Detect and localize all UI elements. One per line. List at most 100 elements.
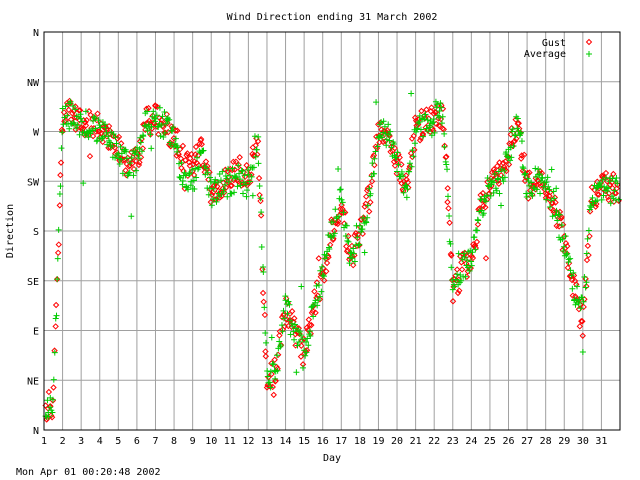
x-tick-label: 11 — [224, 436, 236, 447]
average-point — [219, 168, 226, 175]
gust-point — [456, 287, 463, 294]
average-point — [245, 166, 252, 173]
average-point — [551, 195, 558, 202]
average-point — [581, 273, 588, 280]
average-point — [255, 133, 262, 140]
average-point — [213, 198, 220, 205]
average-point — [330, 219, 337, 226]
average-point — [207, 178, 214, 185]
y-tick-label: SW — [27, 177, 40, 188]
average-point — [169, 127, 176, 134]
gust-point — [428, 104, 435, 111]
average-point — [442, 158, 449, 165]
average-point — [220, 188, 227, 195]
gust-point — [511, 137, 518, 145]
average-point — [504, 153, 511, 160]
average-point — [74, 122, 81, 129]
average-point — [560, 243, 567, 250]
average-point — [298, 332, 305, 339]
average-point — [607, 200, 614, 207]
average-point — [331, 230, 338, 237]
x-tick-label: 22 — [428, 436, 440, 447]
average-point — [191, 186, 198, 193]
gust-point — [52, 301, 60, 309]
gust-point — [308, 321, 315, 329]
average-point — [402, 182, 409, 189]
average-point — [316, 293, 323, 300]
average-point — [170, 124, 177, 131]
average-point — [431, 129, 438, 136]
average-point — [223, 175, 230, 182]
gust-point — [447, 250, 455, 258]
gust-point — [398, 161, 405, 168]
gust-point — [474, 221, 482, 228]
gust-point — [579, 332, 586, 339]
average-point — [238, 167, 245, 174]
average-point — [133, 167, 140, 174]
average-point — [471, 234, 478, 241]
gust-point — [222, 184, 230, 191]
average-point — [303, 349, 310, 356]
gust-point — [586, 208, 594, 215]
gust-point — [443, 153, 450, 160]
gust-point — [209, 189, 217, 196]
gust-point — [230, 158, 237, 166]
gust-point — [583, 283, 590, 290]
average-point — [386, 137, 393, 144]
gust-point — [543, 191, 550, 198]
average-point — [251, 133, 258, 140]
average-point — [601, 183, 608, 190]
average-point — [445, 193, 452, 200]
gust-point — [257, 212, 265, 219]
gust-point — [526, 169, 533, 176]
average-point — [474, 227, 481, 234]
average-point — [387, 128, 394, 135]
average-point — [468, 258, 475, 265]
average-point — [570, 269, 577, 276]
x-tick-label: 12 — [242, 436, 254, 447]
gust-point — [57, 171, 64, 179]
average-point — [303, 338, 310, 345]
gust-point — [83, 116, 90, 124]
legend-gust-marker — [585, 38, 593, 46]
average-point — [224, 193, 231, 200]
average-point — [510, 142, 517, 149]
average-point — [186, 170, 193, 177]
gust-point — [145, 104, 152, 112]
gust-point — [218, 192, 225, 200]
average-point — [550, 188, 557, 195]
average-point — [241, 172, 248, 179]
gust-point — [583, 256, 591, 264]
average-point — [594, 184, 601, 191]
average-point — [318, 288, 325, 295]
average-point — [67, 120, 74, 127]
average-point — [222, 172, 229, 179]
average-point — [347, 249, 354, 256]
average-point — [490, 189, 497, 196]
average-point — [128, 213, 135, 220]
average-point — [190, 177, 197, 184]
average-point — [528, 179, 535, 186]
gust-point — [150, 120, 158, 127]
average-point — [295, 339, 302, 346]
gust-point — [142, 126, 149, 134]
gust-point — [270, 391, 277, 399]
gust-point — [173, 152, 180, 159]
average-point — [441, 130, 448, 137]
gust-point — [564, 242, 571, 250]
average-point — [217, 177, 224, 184]
average-point — [92, 125, 99, 132]
average-point — [430, 116, 437, 123]
average-point — [109, 143, 116, 150]
gust-point — [520, 151, 528, 159]
average-point — [252, 153, 259, 160]
y-tick-label: N — [33, 426, 39, 437]
gust-point — [328, 218, 336, 226]
average-point — [598, 196, 605, 203]
average-point — [236, 176, 243, 183]
average-point — [367, 190, 374, 197]
average-point — [605, 185, 612, 192]
gust-point — [490, 166, 498, 173]
average-point — [233, 174, 240, 181]
